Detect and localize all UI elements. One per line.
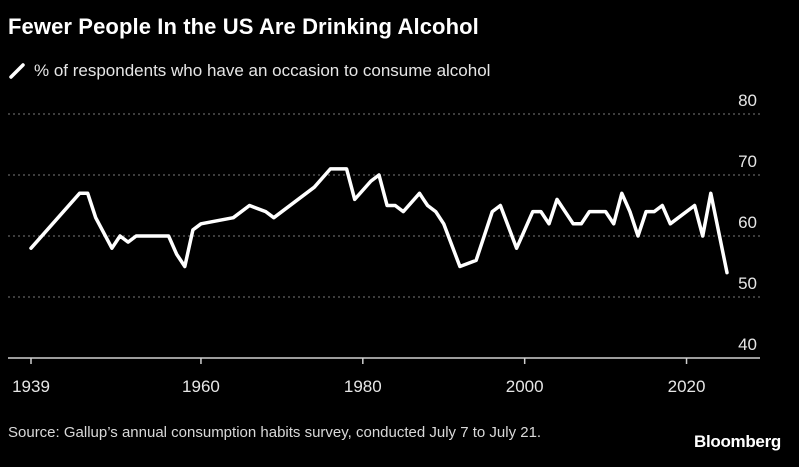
y-tick-label: 70 xyxy=(738,152,757,171)
series-line xyxy=(29,167,729,275)
x-tick-label: 1960 xyxy=(182,377,220,396)
bloomberg-logo: Bloomberg xyxy=(693,432,781,451)
x-axis-ticks: 1939 1960 1980 2000 2020 xyxy=(12,358,705,396)
y-tick-label: 40 xyxy=(738,335,757,354)
legend-swatch-icon xyxy=(9,63,25,79)
x-tick-label: 2000 xyxy=(506,377,544,396)
legend: % of respondents who have an occasion to… xyxy=(8,60,490,82)
y-tick-label: 50 xyxy=(738,274,757,293)
chart-title: Fewer People In the US Are Drinking Alco… xyxy=(8,14,479,39)
x-tick-label: 1939 xyxy=(12,377,50,396)
y-tick-label: 60 xyxy=(738,213,757,232)
source-note: Source: Gallup’s annual consumption habi… xyxy=(8,424,542,441)
legend-label: % of respondents who have an occasion to… xyxy=(34,61,491,80)
x-tick-label: 1980 xyxy=(344,377,382,396)
x-tick-label: 2020 xyxy=(668,377,706,396)
y-axis-ticks: 40 50 60 70 80 xyxy=(738,91,757,354)
y-tick-label: 80 xyxy=(738,91,757,110)
